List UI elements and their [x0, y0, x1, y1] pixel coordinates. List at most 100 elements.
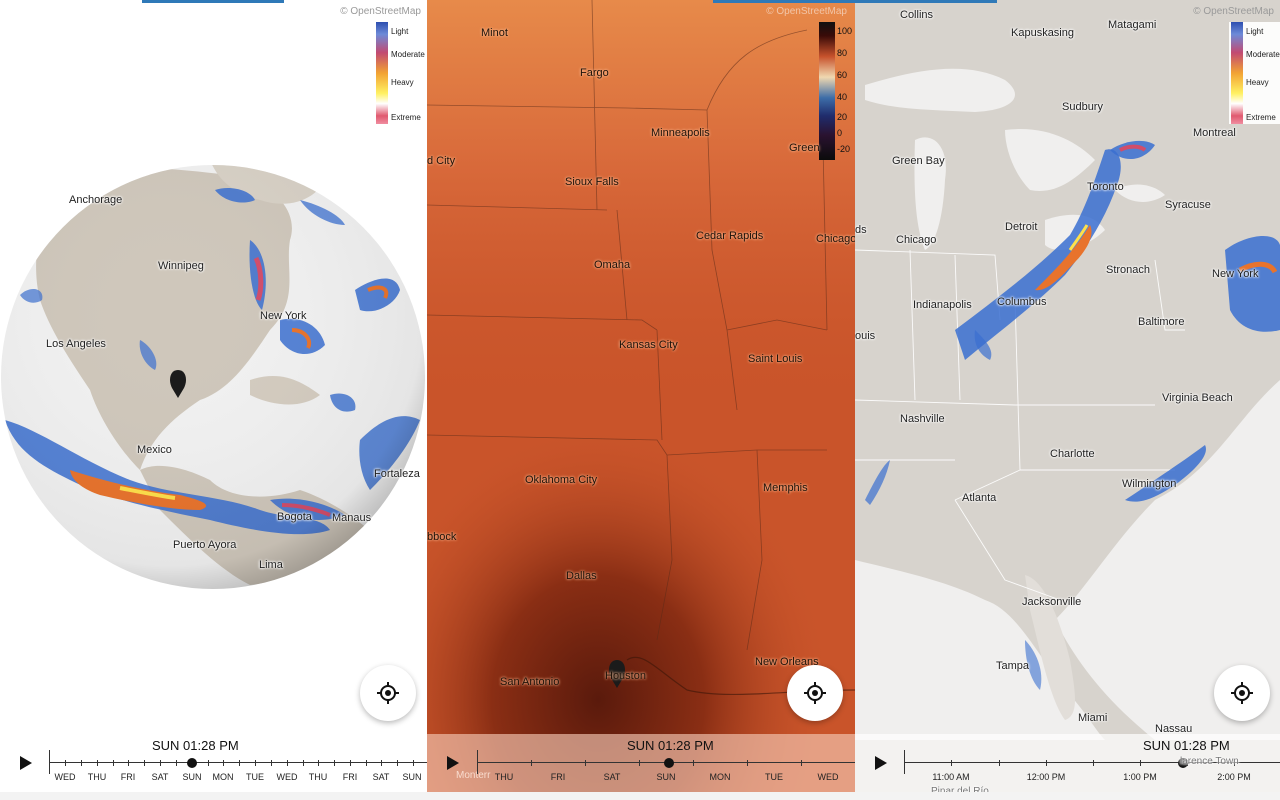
timeline-knob[interactable] [187, 758, 197, 768]
city-label: Green [789, 142, 820, 154]
scale-label: 40 [837, 92, 848, 102]
day-label: THU [87, 772, 107, 782]
legend-extreme: Extreme [1246, 113, 1276, 122]
city-label: San Antonio [500, 676, 560, 688]
tab-indicator [855, 0, 997, 3]
city-label: Green Bay [892, 155, 945, 167]
city-label: Baltimore [1138, 316, 1185, 328]
scale-label: 20 [837, 112, 848, 122]
timeline-time: SUN 01:28 PM [627, 738, 714, 753]
timeline: SUN 01:28 PM WED THU FRI SAT SUN MON TUE… [0, 734, 427, 794]
city-label: Matagami [1108, 19, 1157, 31]
temperature-map[interactable] [427, 0, 855, 800]
city-label: larence Town [1180, 756, 1239, 767]
city-label: Dallas [566, 570, 597, 582]
city-label: Fortaleza [374, 468, 420, 480]
city-label: ouis [855, 330, 876, 342]
city-label: bbock [427, 531, 457, 543]
timeline-time: SUN 01:28 PM [1143, 738, 1230, 753]
city-label: Toronto [1087, 181, 1124, 193]
city-label: Nassau [1155, 723, 1193, 735]
radar-map[interactable] [855, 0, 1280, 800]
globe-panel[interactable]: © OpenStreetMap [0, 0, 427, 800]
timeline-track[interactable] [49, 762, 427, 763]
city-label: Montreal [1193, 127, 1236, 139]
legend-light: Light [1246, 27, 1264, 36]
city-label: Manaus [332, 512, 372, 524]
city-label: Puerto Ayora [173, 539, 237, 551]
city-label: Minneapolis [651, 127, 710, 139]
city-label: Wilmington [1122, 478, 1177, 490]
scale-label: 60 [837, 70, 848, 80]
city-label: Los Angeles [46, 338, 106, 350]
timeline-track[interactable] [904, 762, 1280, 763]
legend-heavy: Heavy [391, 78, 414, 87]
city-label: New York [260, 310, 307, 322]
timeline-time: SUN 01:28 PM [152, 738, 239, 753]
day-label: TUE [246, 772, 264, 782]
attribution: © OpenStreetMap [766, 6, 847, 17]
attribution: © OpenStreetMap [1193, 6, 1274, 17]
city-label: Mexico [137, 444, 172, 456]
timeline-knob[interactable] [664, 758, 674, 768]
temperature-scale: 100 80 60 40 20 0 -20 [819, 22, 855, 160]
city-label: Virginia Beach [1162, 392, 1233, 404]
city-label: Bogota [277, 511, 312, 523]
legend-light: Light [391, 27, 409, 36]
city-label: Syracuse [1165, 199, 1211, 211]
city-label: Cedar Rapids [696, 230, 764, 242]
location-pin-icon [170, 370, 186, 398]
city-label: Nashville [900, 413, 945, 425]
city-label: Sudbury [1062, 101, 1103, 113]
city-label: Lima [259, 559, 283, 571]
city-label: Omaha [594, 259, 631, 271]
legend-moderate: Moderate [1246, 50, 1280, 59]
precip-legend: Light Moderate Heavy Extreme [1229, 22, 1280, 124]
day-label: SUN [182, 772, 202, 782]
city-label: Tampa [996, 660, 1030, 672]
play-icon[interactable] [20, 756, 32, 770]
play-icon[interactable] [447, 756, 459, 770]
city-label: ds [855, 224, 867, 236]
bottom-nav-strip [0, 792, 1280, 800]
hour-label: 2:00 PM [1217, 772, 1251, 782]
day-label: THU [308, 772, 328, 782]
city-label: Sioux Falls [565, 176, 619, 188]
timeline: SUN 01:28 PM 11:00 AM 12:00 PM 1:00 PM 2… [855, 734, 1280, 797]
city-label: Anchorage [69, 194, 123, 206]
city-label: New Orleans [755, 656, 819, 668]
day-label: FRI [550, 772, 566, 782]
my-location-button[interactable] [787, 665, 843, 721]
day-label: WED [276, 772, 298, 782]
my-location-button[interactable] [360, 665, 416, 721]
scale-label: -20 [837, 144, 851, 154]
hour-label: 11:00 AM [932, 772, 970, 782]
day-label: THU [494, 772, 514, 782]
temperature-panel[interactable]: © OpenStreetMap 100 80 60 40 20 0 -20 Mi… [427, 0, 855, 800]
location-pin-icon [609, 660, 625, 688]
tab-indicator [142, 0, 284, 3]
tab-indicator [713, 0, 855, 3]
my-location-button[interactable] [1214, 665, 1270, 721]
city-label: Kansas City [619, 339, 678, 351]
timeline-knob[interactable] [1178, 758, 1188, 768]
city-label: d City [427, 155, 456, 167]
crosshair-icon [377, 682, 399, 704]
play-icon[interactable] [875, 756, 887, 770]
hour-label: 12:00 PM [1026, 772, 1066, 782]
city-label: Houston [605, 670, 646, 682]
crosshair-icon [804, 682, 826, 704]
city-label: Columbus [997, 296, 1047, 308]
day-label: SUN [402, 772, 422, 782]
legend-heavy: Heavy [1246, 78, 1269, 87]
radar-panel[interactable]: © OpenStreetMap Light Moderate Heavy Ext… [855, 0, 1280, 800]
city-label: Stronach [1106, 264, 1151, 276]
day-label: FRI [120, 772, 136, 782]
city-label: Chicago [896, 234, 937, 246]
globe-map[interactable] [0, 0, 427, 800]
day-label: WED [54, 772, 76, 782]
day-label: MON [709, 772, 731, 782]
city-label: Kapuskasing [1011, 27, 1074, 39]
city-label: Detroit [1005, 221, 1038, 233]
city-label: Atlanta [962, 492, 997, 504]
